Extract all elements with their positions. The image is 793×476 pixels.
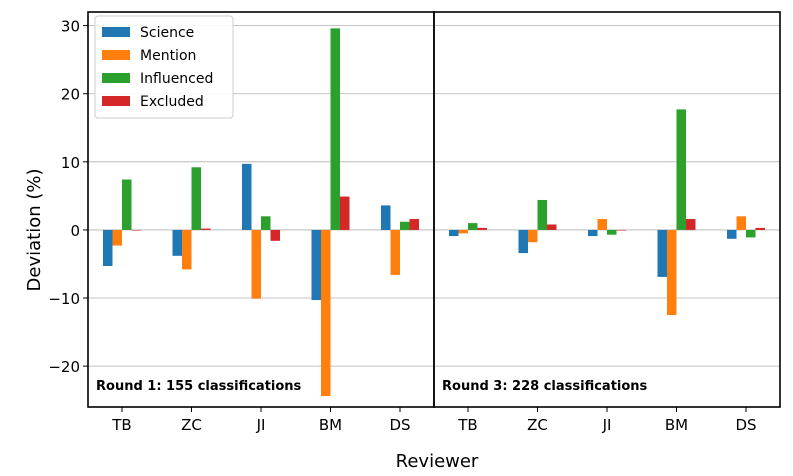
panel-annotation: Round 3: 228 classifications — [442, 379, 648, 394]
bar-science-tb — [103, 229, 113, 267]
y-axis-title: Deviation (%) — [24, 169, 45, 292]
bar-mention-ds — [390, 229, 400, 275]
bar-influenced-bm — [676, 109, 686, 230]
legend-label-influenced: Influenced — [140, 71, 213, 87]
bar-mention-tb — [458, 229, 468, 234]
x-axis-title: Reviewer — [396, 451, 479, 472]
legend-label-excluded: Excluded — [140, 94, 204, 110]
bar-excluded-ji — [616, 229, 626, 231]
bar-excluded-ji — [270, 229, 280, 241]
bar-excluded-bm — [686, 219, 696, 230]
bar-science-ji — [242, 163, 252, 230]
bar-mention-ji — [251, 229, 261, 299]
bar-influenced-ji — [261, 216, 271, 230]
panel-2: TB ZC JI BM DS Round 3: 228 classifications — [433, 11, 781, 434]
bar-science-ds — [727, 229, 737, 239]
bar-influenced-zc — [191, 167, 201, 230]
bar-excluded-zc — [201, 228, 211, 230]
legend-label-mention: Mention — [140, 48, 196, 64]
bar-science-ji — [588, 229, 598, 237]
panel-frame — [433, 11, 781, 408]
bar-influenced-bm — [330, 28, 340, 230]
bar-mention-zc — [182, 229, 192, 270]
legend-swatch-science — [102, 27, 130, 37]
bar-mention-bm — [667, 229, 677, 316]
legend-box — [94, 15, 234, 119]
x-tick-label: BM — [665, 416, 688, 434]
x-tick-label: BM — [319, 416, 342, 434]
bar-influenced-ds — [746, 229, 756, 238]
legend-swatch-mention — [102, 50, 130, 60]
x-tick-label: TB — [111, 416, 131, 434]
y-tick-label: −10 — [48, 290, 80, 308]
bar-excluded-bm — [340, 196, 350, 230]
x-tick-label: ZC — [181, 416, 202, 434]
x-tick-label: JI — [256, 416, 266, 434]
x-tick-label: ZC — [527, 416, 548, 434]
x-tick-label: DS — [735, 416, 756, 434]
x-tick-label: DS — [389, 416, 410, 434]
bar-science-ds — [381, 205, 391, 230]
x-tick-label: JI — [602, 416, 612, 434]
bar-mention-tb — [112, 229, 122, 246]
bar-influenced-ji — [607, 229, 617, 235]
y-tick-label: 0 — [70, 222, 80, 240]
bar-excluded-ds — [755, 227, 765, 230]
bar-mention-zc — [528, 229, 538, 243]
legend-swatch-excluded — [102, 96, 130, 106]
bar-science-bm — [657, 229, 667, 277]
bar-excluded-zc — [547, 224, 557, 230]
y-tick-label: 20 — [61, 86, 80, 104]
bar-science-bm — [311, 229, 321, 301]
bar-excluded-ds — [409, 219, 419, 230]
bar-science-tb — [449, 229, 459, 237]
bar-influenced-ds — [400, 221, 410, 230]
legend-swatch-influenced — [102, 73, 130, 83]
bar-influenced-zc — [537, 199, 547, 230]
y-tick-label: −20 — [48, 358, 80, 376]
bar-excluded-tb — [131, 229, 141, 231]
x-tick-label: TB — [457, 416, 477, 434]
bar-science-zc — [518, 229, 528, 254]
legend: Science Mention Influenced Excluded — [94, 15, 234, 119]
bar-science-zc — [172, 229, 182, 256]
bar-mention-ds — [736, 216, 746, 230]
y-tick-label: 10 — [61, 154, 80, 172]
bar-influenced-tb — [468, 223, 478, 230]
bar-mention-bm — [321, 229, 331, 397]
bar-influenced-tb — [122, 179, 132, 230]
bar-mention-ji — [597, 219, 607, 230]
legend-label-science: Science — [140, 25, 194, 41]
panel-annotation: Round 1: 155 classifications — [96, 379, 302, 394]
y-tick-label: 30 — [61, 18, 80, 36]
bar-excluded-tb — [477, 227, 487, 230]
